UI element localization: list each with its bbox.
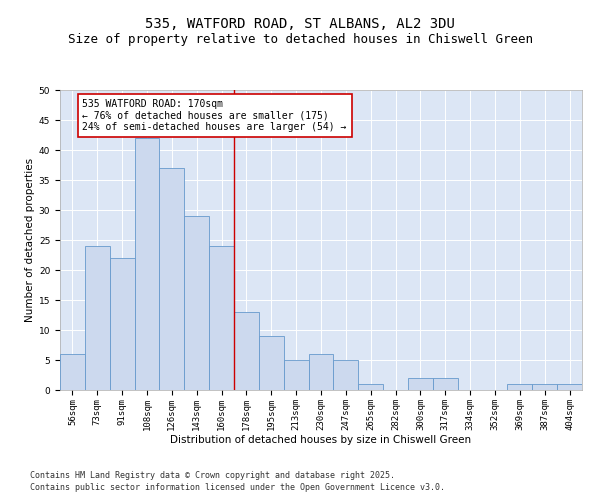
Text: Contains HM Land Registry data © Crown copyright and database right 2025.: Contains HM Land Registry data © Crown c… (30, 471, 395, 480)
Bar (433, 378, 458, 390)
Bar (408, 378, 433, 390)
Bar (160, 168, 184, 390)
Bar (110, 258, 134, 390)
Bar (334, 360, 358, 390)
Bar (308, 354, 334, 390)
Bar (532, 384, 557, 390)
Text: Contains public sector information licensed under the Open Government Licence v3: Contains public sector information licen… (30, 484, 445, 492)
Bar (557, 384, 582, 390)
Bar (184, 216, 209, 390)
Bar (209, 246, 234, 390)
Bar (134, 138, 160, 390)
Text: 535, WATFORD ROAD, ST ALBANS, AL2 3DU: 535, WATFORD ROAD, ST ALBANS, AL2 3DU (145, 18, 455, 32)
Bar (259, 336, 284, 390)
Bar (85, 246, 110, 390)
X-axis label: Distribution of detached houses by size in Chiswell Green: Distribution of detached houses by size … (170, 436, 472, 446)
Text: Size of property relative to detached houses in Chiswell Green: Size of property relative to detached ho… (67, 32, 533, 46)
Bar (234, 312, 259, 390)
Bar (284, 360, 308, 390)
Text: 535 WATFORD ROAD: 170sqm
← 76% of detached houses are smaller (175)
24% of semi-: 535 WATFORD ROAD: 170sqm ← 76% of detach… (82, 99, 347, 132)
Bar (508, 384, 532, 390)
Bar (60, 354, 85, 390)
Y-axis label: Number of detached properties: Number of detached properties (25, 158, 35, 322)
Bar (358, 384, 383, 390)
